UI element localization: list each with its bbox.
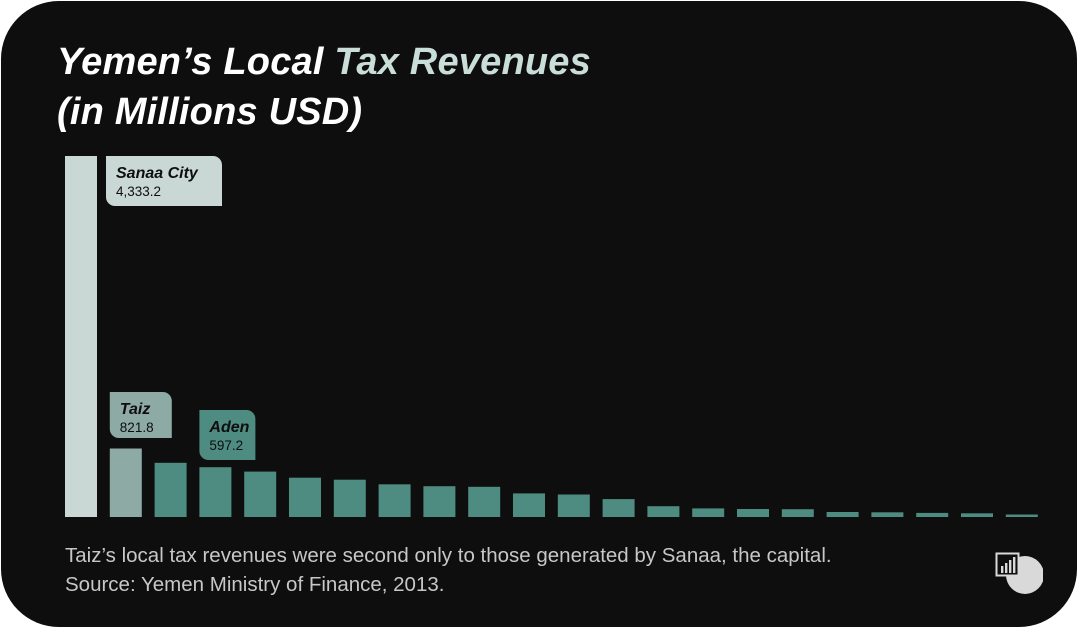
chart-caption: Taiz’s local tax revenues were second on… (65, 541, 832, 599)
bar-sanaa-city (65, 156, 97, 517)
bar-14 (647, 506, 680, 517)
bar-13 (602, 499, 635, 517)
bar-17 (781, 509, 814, 517)
callout-name-aden: Aden (208, 419, 249, 436)
bar-8 (378, 484, 411, 517)
chart-title: Yemen’s Local Tax Revenues (in Millions U… (57, 37, 591, 137)
callout-name-sanaa-city: Sanaa City (116, 165, 199, 182)
bar-7 (333, 479, 366, 517)
bar-taiz (109, 448, 142, 517)
callout-value-sanaa-city: 4,333.2 (116, 184, 161, 199)
title-part1: Yemen’s Local (57, 41, 335, 83)
bar-9 (423, 486, 456, 517)
callout-name-taiz: Taiz (120, 401, 151, 418)
chart-logo-icon (995, 552, 1043, 594)
callout-aden: Aden 597.2 (199, 410, 256, 460)
caption-source: Source: Yemen Ministry of Finance, 2013. (65, 573, 445, 596)
callout-box-aden (199, 410, 256, 460)
bar-15 (692, 508, 725, 517)
bar-19 (871, 512, 904, 517)
callout-taiz: Taiz 821.8 (109, 392, 172, 438)
callout-sanaa-city: Sanaa City 4,333.2 (106, 156, 222, 206)
bar-18 (826, 512, 859, 517)
bar-12 (557, 494, 590, 517)
bar-16 (737, 509, 769, 517)
bar-10 (468, 486, 501, 517)
bar-aden (154, 462, 187, 517)
callout-box-taiz (109, 392, 172, 438)
bar-21 (961, 513, 993, 517)
bar-4 (199, 467, 232, 517)
title-line2: (in Millions USD) (57, 91, 363, 133)
bar-5 (244, 471, 277, 517)
bar-20 (916, 512, 949, 517)
callout-value-taiz: 821.8 (120, 420, 154, 435)
title-accent: Tax Revenues (334, 41, 591, 83)
bar-6 (289, 477, 321, 517)
bar-22 (1005, 514, 1038, 517)
callout-box-sanaa-city (106, 156, 222, 206)
callout-value-aden: 597.2 (209, 438, 243, 453)
bar-11 (513, 493, 545, 517)
caption-line1: Taiz’s local tax revenues were second on… (65, 544, 832, 567)
